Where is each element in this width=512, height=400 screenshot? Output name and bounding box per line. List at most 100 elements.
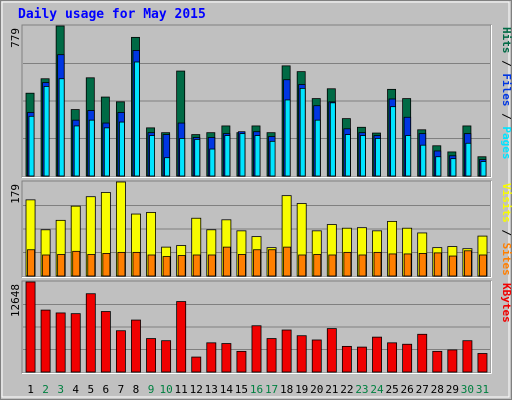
day-label-16: 16 bbox=[250, 383, 263, 396]
bar-sites-day-30 bbox=[463, 250, 472, 277]
bar-pages-day-16 bbox=[254, 135, 261, 177]
bar-sites-day-4 bbox=[72, 250, 81, 277]
bar-kbytes-day-12 bbox=[191, 356, 202, 373]
bar-kbytes-day-25 bbox=[387, 342, 398, 373]
bar-sites-day-6 bbox=[102, 253, 111, 277]
bar-sites-day-2 bbox=[42, 254, 51, 277]
bar-pages-day-11 bbox=[179, 138, 186, 177]
bar-kbytes-day-10 bbox=[161, 340, 172, 373]
bar-kbytes-day-27 bbox=[417, 333, 428, 373]
bar-kbytes-day-28 bbox=[432, 350, 443, 373]
day-label-20: 20 bbox=[310, 383, 323, 396]
legend-separator: / bbox=[500, 54, 512, 74]
bar-pages-day-19 bbox=[299, 87, 306, 177]
bar-pages-day-30 bbox=[465, 142, 472, 177]
bar-sites-day-12 bbox=[192, 254, 201, 277]
bar-sites-day-21 bbox=[328, 254, 337, 277]
bar-sites-day-25 bbox=[388, 253, 397, 277]
bar-sites-day-19 bbox=[298, 254, 307, 277]
bar-pages-day-9 bbox=[149, 135, 155, 177]
bar-kbytes-day-23 bbox=[357, 346, 367, 373]
bar-kbytes-day-31 bbox=[477, 353, 488, 373]
bar-pages-day-13 bbox=[209, 148, 216, 177]
bar-pages-day-8 bbox=[134, 61, 140, 177]
bar-pages-day-17 bbox=[269, 140, 276, 177]
bar-sites-day-10 bbox=[162, 256, 171, 277]
bar-sites-day-8 bbox=[132, 251, 141, 277]
bar-sites-day-22 bbox=[343, 251, 352, 277]
bar-pages-day-25 bbox=[390, 106, 397, 177]
day-label-30: 30 bbox=[461, 383, 474, 396]
panel-legend: Visits / Sites bbox=[500, 183, 512, 276]
day-label-21: 21 bbox=[325, 383, 338, 396]
day-label-11: 11 bbox=[175, 383, 188, 396]
bar-sites-day-14 bbox=[222, 246, 231, 277]
bar-sites-day-15 bbox=[238, 254, 246, 277]
bar-pages-day-26 bbox=[405, 135, 412, 177]
bar-pages-day-5 bbox=[88, 119, 95, 177]
day-label-3: 3 bbox=[57, 383, 64, 396]
legend-sites: Sites bbox=[500, 243, 512, 276]
bar-kbytes-day-26 bbox=[402, 343, 413, 373]
bar-kbytes-day-9 bbox=[146, 338, 156, 373]
bar-pages-day-15 bbox=[239, 133, 246, 177]
bar-pages-day-4 bbox=[73, 125, 80, 177]
day-label-17: 17 bbox=[265, 383, 278, 396]
day-label-24: 24 bbox=[370, 383, 384, 396]
day-label-26: 26 bbox=[401, 383, 414, 396]
day-label-9: 9 bbox=[148, 383, 155, 396]
bar-sites-day-1 bbox=[27, 249, 35, 277]
bar-sites-day-7 bbox=[117, 251, 126, 277]
panel-visits: 179 Visits / Sites bbox=[9, 180, 512, 278]
day-label-5: 5 bbox=[87, 383, 94, 396]
legend-visits: Visits bbox=[500, 183, 512, 223]
day-label-8: 8 bbox=[133, 383, 140, 396]
day-label-13: 13 bbox=[205, 383, 218, 396]
bar-pages-day-21 bbox=[329, 102, 336, 177]
bar-sites-day-16 bbox=[253, 249, 261, 277]
bar-sites-day-29 bbox=[448, 255, 457, 277]
panel-max-label: 12648 bbox=[9, 284, 22, 317]
legend-hits: Hits bbox=[500, 27, 512, 54]
day-label-14: 14 bbox=[220, 383, 234, 396]
panel-legend: KBytes bbox=[500, 283, 512, 323]
bar-kbytes-day-8 bbox=[131, 319, 141, 373]
bar-pages-day-27 bbox=[420, 144, 427, 177]
bar-pages-day-28 bbox=[435, 156, 442, 177]
day-label-12: 12 bbox=[190, 383, 203, 396]
bar-pages-day-23 bbox=[360, 135, 366, 177]
bar-pages-day-20 bbox=[314, 119, 321, 177]
day-label-27: 27 bbox=[416, 383, 429, 396]
day-label-4: 4 bbox=[72, 383, 79, 396]
bar-kbytes-day-18 bbox=[281, 329, 292, 373]
legend-files: Files bbox=[500, 73, 512, 106]
bar-sites-day-27 bbox=[418, 253, 427, 277]
bar-sites-day-28 bbox=[433, 252, 442, 277]
day-label-18: 18 bbox=[280, 383, 293, 396]
day-labels: 1 2 3 4 5 6 7 8 9 10 11 12 13 14 15 16 17 18 19 20 21 22 23 24 2… bbox=[27, 383, 489, 396]
legend-separator: / bbox=[500, 223, 512, 243]
day-label-10: 10 bbox=[159, 383, 172, 396]
panel-kbytes: 12648 KBytes bbox=[9, 280, 512, 374]
bar-kbytes-day-5 bbox=[85, 293, 96, 373]
bar-pages-day-22 bbox=[344, 134, 351, 177]
bar-kbytes-day-3 bbox=[55, 312, 66, 373]
day-label-6: 6 bbox=[103, 383, 110, 396]
bar-kbytes-day-6 bbox=[100, 311, 111, 373]
bar-kbytes-day-16 bbox=[251, 325, 262, 373]
bar-pages-day-10 bbox=[164, 157, 171, 177]
bar-kbytes-day-29 bbox=[447, 349, 458, 373]
day-label-28: 28 bbox=[431, 383, 444, 396]
bar-kbytes-day-17 bbox=[266, 338, 277, 373]
bar-sites-day-24 bbox=[373, 251, 382, 277]
bar-sites-day-20 bbox=[313, 254, 322, 277]
chart-panels: 779 Hits / Files / Pages 179 Visits / Sites… bbox=[9, 24, 512, 374]
bar-kbytes-day-20 bbox=[311, 339, 322, 373]
bar-kbytes-day-21 bbox=[326, 328, 337, 373]
bar-kbytes-day-24 bbox=[372, 336, 382, 373]
bar-sites-day-17 bbox=[268, 249, 276, 277]
bar-kbytes-day-7 bbox=[115, 330, 126, 373]
chart-title: Daily usage for May 2015 bbox=[18, 7, 206, 22]
